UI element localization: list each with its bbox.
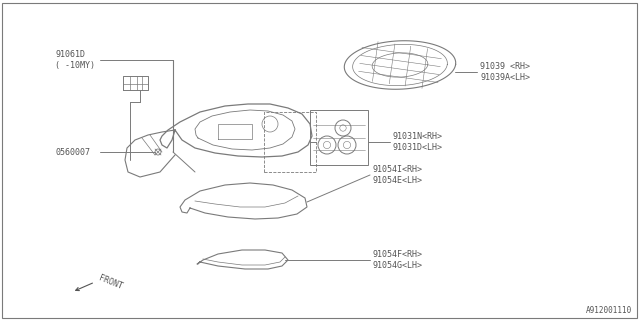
Bar [310,110,368,165]
Bar [264,112,316,172]
Text: 0560007: 0560007 [55,148,90,156]
Text: 91031N<RH>
91031D<LH>: 91031N<RH> 91031D<LH> [392,132,442,152]
Text: 91039 <RH>
91039A<LH>: 91039 <RH> 91039A<LH> [480,62,530,82]
Text: 91054I<RH>
91054E<LH>: 91054I<RH> 91054E<LH> [372,165,422,185]
Text: FRONT: FRONT [97,273,124,291]
Text: 91061D
( -10MY): 91061D ( -10MY) [55,50,95,70]
Text: 91054F<RH>
91054G<LH>: 91054F<RH> 91054G<LH> [372,250,422,270]
Text: A912001110: A912001110 [586,306,632,315]
